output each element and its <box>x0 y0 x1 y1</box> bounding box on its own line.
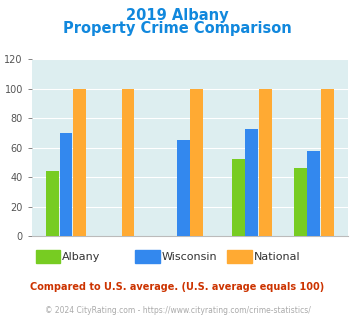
Bar <box>321 89 334 236</box>
Text: Property Crime Comparison: Property Crime Comparison <box>63 21 292 36</box>
Bar <box>232 159 245 236</box>
Bar <box>190 89 203 236</box>
Bar <box>73 89 86 236</box>
Text: Albany: Albany <box>62 252 100 262</box>
Text: © 2024 CityRating.com - https://www.cityrating.com/crime-statistics/: © 2024 CityRating.com - https://www.city… <box>45 306 310 315</box>
Bar <box>307 150 320 236</box>
Bar <box>121 89 135 236</box>
Text: 2019 Albany: 2019 Albany <box>126 8 229 23</box>
Bar <box>60 133 72 236</box>
Bar <box>245 129 258 236</box>
Text: National: National <box>254 252 300 262</box>
Text: Wisconsin: Wisconsin <box>162 252 217 262</box>
Bar <box>177 140 190 236</box>
Bar <box>46 171 59 236</box>
Text: Compared to U.S. average. (U.S. average equals 100): Compared to U.S. average. (U.S. average … <box>31 282 324 292</box>
Bar <box>259 89 272 236</box>
Bar <box>294 168 307 236</box>
